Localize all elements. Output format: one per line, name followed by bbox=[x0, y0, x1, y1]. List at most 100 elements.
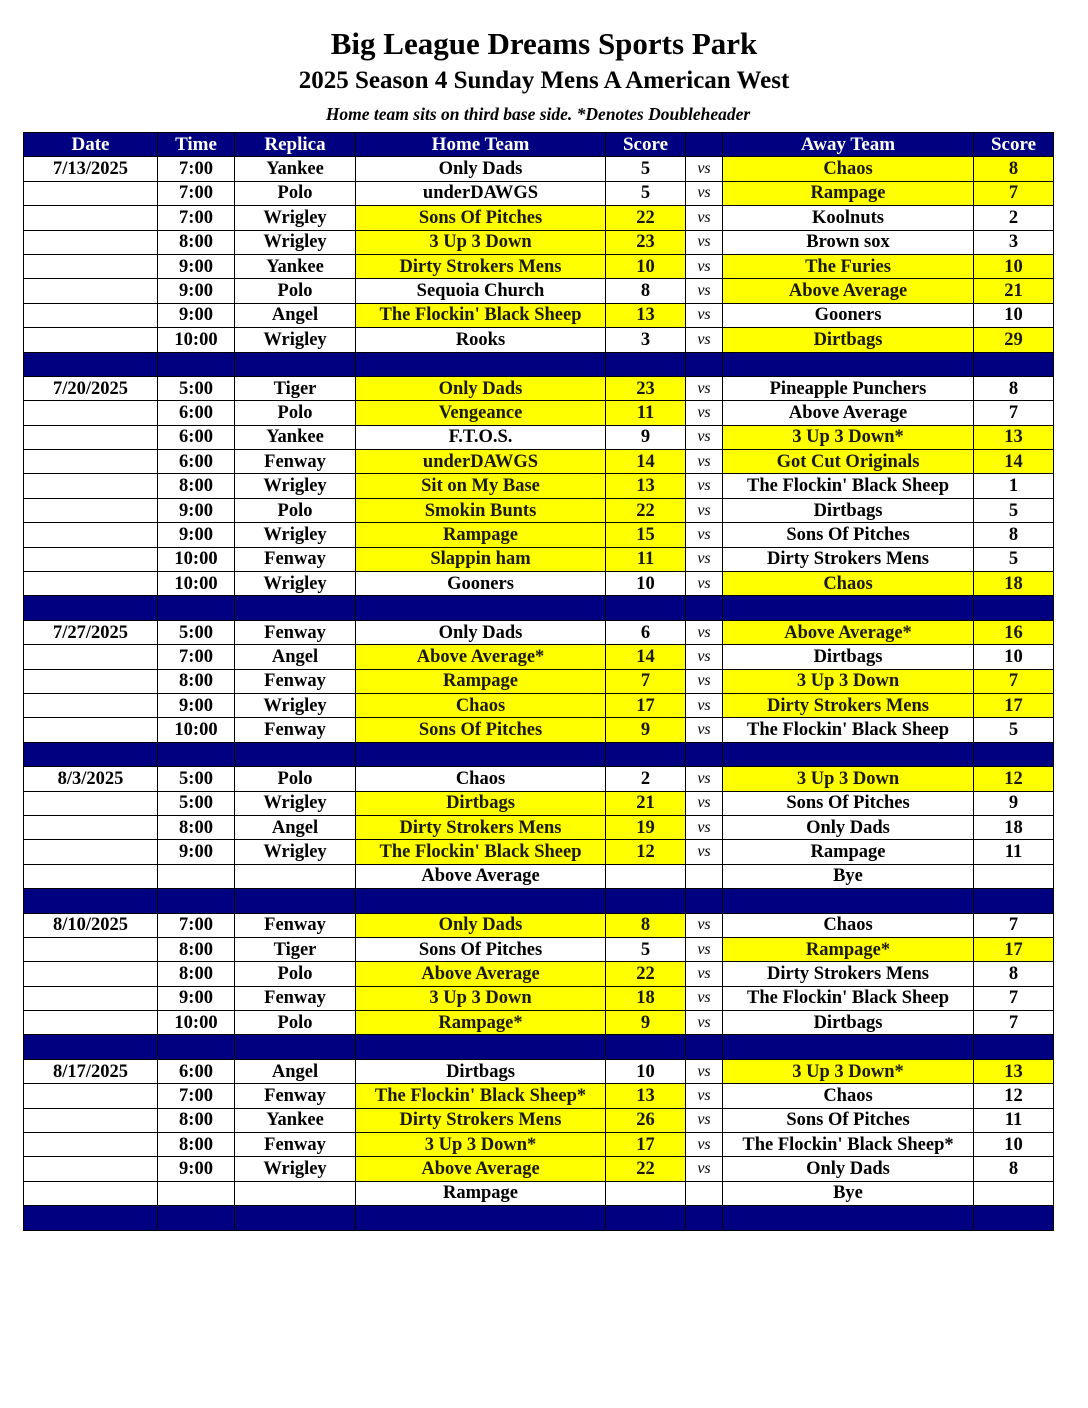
separator-cell bbox=[157, 741, 235, 768]
replica-cell: Fenway bbox=[234, 546, 356, 573]
game-row: 8:00 Fenway Rampage 7 vs 3 Up 3 Down 7 bbox=[23, 668, 1054, 694]
col-vs bbox=[685, 131, 723, 158]
time-cell: 8:00 bbox=[157, 473, 235, 499]
home-team-cell: 3 Up 3 Down bbox=[355, 229, 606, 255]
date-cell bbox=[23, 302, 158, 329]
separator-cell bbox=[234, 595, 356, 621]
home-score-cell: 7 bbox=[605, 668, 686, 694]
replica-cell: Tiger bbox=[234, 936, 356, 963]
vs-cell: vs bbox=[685, 1132, 723, 1158]
separator-cell bbox=[355, 595, 606, 621]
game-row: 9:00 Wrigley The Flockin' Black Sheep 12 vs R… bbox=[23, 839, 1054, 865]
home-score-cell: 22 bbox=[605, 1156, 686, 1182]
vs-cell: vs bbox=[685, 546, 723, 573]
away-team-cell: Bye bbox=[722, 1180, 974, 1207]
time-cell: 6:00 bbox=[157, 449, 235, 475]
replica-cell: Wrigley bbox=[234, 229, 356, 255]
game-row: 8/10/2025 7:00 Fenway Only Dads 8 vs Chaos 7 bbox=[23, 912, 1054, 938]
away-score-cell: 21 bbox=[973, 278, 1054, 304]
separator-cell bbox=[685, 595, 723, 621]
home-score-cell: 6 bbox=[605, 619, 686, 646]
date-cell bbox=[23, 668, 158, 694]
home-team-cell: Rampage bbox=[355, 522, 606, 548]
home-team-cell: 3 Up 3 Down* bbox=[355, 1132, 606, 1158]
home-score-cell: 14 bbox=[605, 449, 686, 475]
home-team-cell: Above Average* bbox=[355, 644, 606, 670]
away-score-cell: 11 bbox=[973, 839, 1054, 865]
home-score-cell: 3 bbox=[605, 327, 686, 353]
home-score-cell: 13 bbox=[605, 473, 686, 499]
home-score-cell: 17 bbox=[605, 1132, 686, 1158]
game-row: 7:00 Polo underDAWGS 5 vs Rampage 7 bbox=[23, 180, 1054, 207]
away-score-cell: 7 bbox=[973, 912, 1054, 938]
game-row: 7:00 Fenway The Flockin' Black Sheep* 13 vs C… bbox=[23, 1083, 1054, 1109]
game-row: 8:00 Tiger Sons Of Pitches 5 vs Rampage* 17 bbox=[23, 936, 1054, 963]
home-score-cell: 19 bbox=[605, 814, 686, 841]
game-row: 7:00 Wrigley Sons Of Pitches 22 vs Koolnuts 2 bbox=[23, 205, 1054, 231]
away-team-cell: Chaos bbox=[722, 571, 974, 597]
date-cell bbox=[23, 1083, 158, 1109]
time-cell: 10:00 bbox=[157, 546, 235, 573]
week-separator bbox=[23, 595, 1054, 621]
away-score-cell: 3 bbox=[973, 229, 1054, 255]
away-score-cell: 8 bbox=[973, 156, 1054, 182]
separator-cell bbox=[157, 1034, 235, 1060]
away-team-cell: Above Average bbox=[722, 278, 974, 304]
home-team-cell: Sit on My Base bbox=[355, 473, 606, 499]
separator-cell bbox=[23, 741, 158, 768]
week-separator bbox=[23, 1205, 1054, 1231]
vs-cell: vs bbox=[685, 400, 723, 426]
away-score-cell: 14 bbox=[973, 449, 1054, 475]
vs-cell: vs bbox=[685, 302, 723, 329]
home-score-cell: 23 bbox=[605, 375, 686, 402]
separator-cell bbox=[355, 1205, 606, 1231]
home-score-cell: 5 bbox=[605, 936, 686, 963]
date-cell bbox=[23, 522, 158, 548]
vs-cell: vs bbox=[685, 229, 723, 255]
home-score-cell: 8 bbox=[605, 278, 686, 304]
away-score-cell bbox=[973, 863, 1054, 890]
away-team-cell: Rampage bbox=[722, 839, 974, 865]
home-score-cell: 17 bbox=[605, 692, 686, 719]
home-team-cell: Smokin Bunts bbox=[355, 497, 606, 524]
time-cell: 9:00 bbox=[157, 1156, 235, 1182]
separator-cell bbox=[355, 1034, 606, 1060]
separator-cell bbox=[722, 595, 974, 621]
time-cell: 9:00 bbox=[157, 839, 235, 865]
game-row: 9:00 Polo Sequoia Church 8 vs Above Average 21 bbox=[23, 278, 1054, 304]
home-team-cell: underDAWGS bbox=[355, 449, 606, 475]
away-score-cell: 10 bbox=[973, 1132, 1054, 1158]
date-cell bbox=[23, 400, 158, 426]
away-team-cell: The Furies bbox=[722, 253, 974, 280]
separator-cell bbox=[23, 351, 158, 377]
away-score-cell: 29 bbox=[973, 327, 1054, 353]
replica-cell: Fenway bbox=[234, 912, 356, 938]
separator-cell bbox=[605, 351, 686, 377]
vs-cell: vs bbox=[685, 717, 723, 743]
date-cell bbox=[23, 985, 158, 1012]
home-score-cell: 22 bbox=[605, 205, 686, 231]
vs-cell: vs bbox=[685, 790, 723, 816]
away-team-cell: Koolnuts bbox=[722, 205, 974, 231]
date-cell bbox=[23, 692, 158, 719]
game-row: 8:00 Wrigley Sit on My Base 13 vs The Flockin… bbox=[23, 473, 1054, 499]
vs-cell: vs bbox=[685, 473, 723, 499]
home-score-cell: 5 bbox=[605, 180, 686, 207]
date-cell bbox=[23, 180, 158, 207]
away-team-cell: Only Dads bbox=[722, 814, 974, 841]
replica-cell: Polo bbox=[234, 766, 356, 792]
away-score-cell: 5 bbox=[973, 497, 1054, 524]
time-cell: 8:00 bbox=[157, 229, 235, 255]
date-cell: 8/17/2025 bbox=[23, 1058, 158, 1085]
home-score-cell: 14 bbox=[605, 644, 686, 670]
replica-cell: Polo bbox=[234, 278, 356, 304]
separator-cell bbox=[234, 351, 356, 377]
home-score-cell: 13 bbox=[605, 302, 686, 329]
date-cell bbox=[23, 497, 158, 524]
game-row: 9:00 Fenway 3 Up 3 Down 18 vs The Flockin' Bl… bbox=[23, 985, 1054, 1012]
time-cell: 9:00 bbox=[157, 302, 235, 329]
replica-cell: Yankee bbox=[234, 424, 356, 451]
home-score-cell bbox=[605, 863, 686, 890]
replica-cell: Yankee bbox=[234, 156, 356, 182]
time-cell: 8:00 bbox=[157, 668, 235, 694]
